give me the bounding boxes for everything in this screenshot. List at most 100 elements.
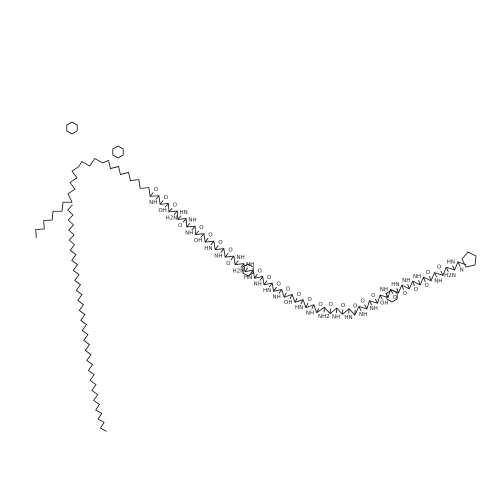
atom-label: HN <box>244 275 252 281</box>
atom-label: O <box>228 247 233 253</box>
atom-label: NH <box>236 255 244 261</box>
atom-label: NH <box>185 231 193 237</box>
bond <box>259 276 264 281</box>
fatty-chain <box>67 204 107 432</box>
atom-label: O <box>178 223 183 229</box>
atom-label: NH <box>272 294 280 300</box>
atom-label: O <box>297 292 302 298</box>
atom-label: O <box>218 240 223 246</box>
atom-label: O <box>318 302 323 308</box>
atom-label: NH <box>413 274 421 280</box>
atom-label: O <box>328 302 333 308</box>
bond <box>214 245 219 250</box>
bond <box>428 275 432 281</box>
bond <box>379 294 383 300</box>
bond <box>155 195 160 200</box>
bond <box>374 298 378 304</box>
phenyl-ring <box>112 145 124 159</box>
atom-label: HN <box>204 246 212 252</box>
atom-label: HN <box>344 315 352 321</box>
atom-label: O <box>208 232 213 238</box>
bond <box>300 299 304 305</box>
bond <box>316 308 320 313</box>
atom-label: OH <box>194 238 202 244</box>
bond <box>294 297 298 303</box>
atom-label: OH <box>284 300 292 306</box>
atom-label: O <box>199 225 204 231</box>
bond <box>263 280 268 285</box>
atom-label: HN <box>391 282 399 288</box>
bond <box>423 277 426 283</box>
bond <box>289 294 293 300</box>
atom-label: O <box>164 195 169 201</box>
atom-label: NH <box>380 287 388 293</box>
atom-label: NH <box>359 312 367 318</box>
bond <box>269 282 273 288</box>
atom-label: HN <box>263 288 271 294</box>
atom-label: NH <box>434 278 442 284</box>
atom-label: NH <box>214 253 222 259</box>
atom-label: O <box>393 295 398 301</box>
bond <box>200 233 205 238</box>
bond <box>390 289 394 294</box>
bond <box>358 306 362 312</box>
atom-label: NH <box>370 306 378 312</box>
bond <box>220 248 225 253</box>
atom-label: HN <box>295 305 303 311</box>
bond <box>418 279 421 285</box>
bond <box>159 200 164 205</box>
atom-label: H2N <box>233 268 245 274</box>
atom-label: NH <box>306 310 314 316</box>
bond <box>177 215 182 220</box>
bond <box>164 203 169 208</box>
phenyl-ring <box>386 289 398 303</box>
bond <box>283 292 287 298</box>
atom-label: NH <box>332 314 340 320</box>
atom-label: O <box>353 304 358 310</box>
atom-label: H2N <box>166 215 178 221</box>
atom-label: O <box>371 293 376 299</box>
bond <box>234 260 239 265</box>
atom-label: NH <box>188 218 196 224</box>
atom-label: O <box>414 287 419 293</box>
bond <box>168 207 173 213</box>
atom-label: HN <box>180 210 188 216</box>
bond <box>273 286 277 292</box>
bond <box>311 304 315 310</box>
bond <box>186 222 191 228</box>
atom-label: O <box>361 299 366 305</box>
bond <box>445 267 449 272</box>
atom-label: O <box>424 283 429 289</box>
bond <box>457 261 461 267</box>
atom-label: O <box>173 202 178 208</box>
bond <box>195 230 200 235</box>
bond <box>452 265 455 271</box>
bond <box>364 304 368 310</box>
atom-label: NH <box>402 278 410 284</box>
bond <box>173 210 178 216</box>
atom-label: H2N <box>444 273 456 279</box>
atom-label: O <box>341 303 346 309</box>
atom-label: O <box>286 287 291 293</box>
bond <box>305 302 309 308</box>
indole-ring <box>66 121 78 135</box>
bond <box>396 287 399 293</box>
bond <box>369 300 373 306</box>
bond <box>278 289 283 294</box>
bond <box>412 281 415 287</box>
bond <box>250 269 254 275</box>
atom-label: O <box>267 275 272 281</box>
atom-label: NH <box>149 200 157 206</box>
atom-label: O <box>437 265 442 271</box>
atom-label: NH <box>253 281 261 287</box>
phenyl-ring <box>242 263 254 277</box>
bond <box>407 283 410 289</box>
atom-label: O <box>308 297 313 303</box>
imidazole-ring <box>461 251 477 268</box>
atom-label: OH <box>158 208 166 214</box>
atom-label: O <box>403 291 408 297</box>
bond <box>440 270 444 276</box>
bond <box>244 267 249 272</box>
